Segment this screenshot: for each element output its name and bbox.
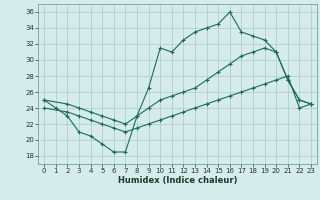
X-axis label: Humidex (Indice chaleur): Humidex (Indice chaleur) bbox=[118, 176, 237, 185]
